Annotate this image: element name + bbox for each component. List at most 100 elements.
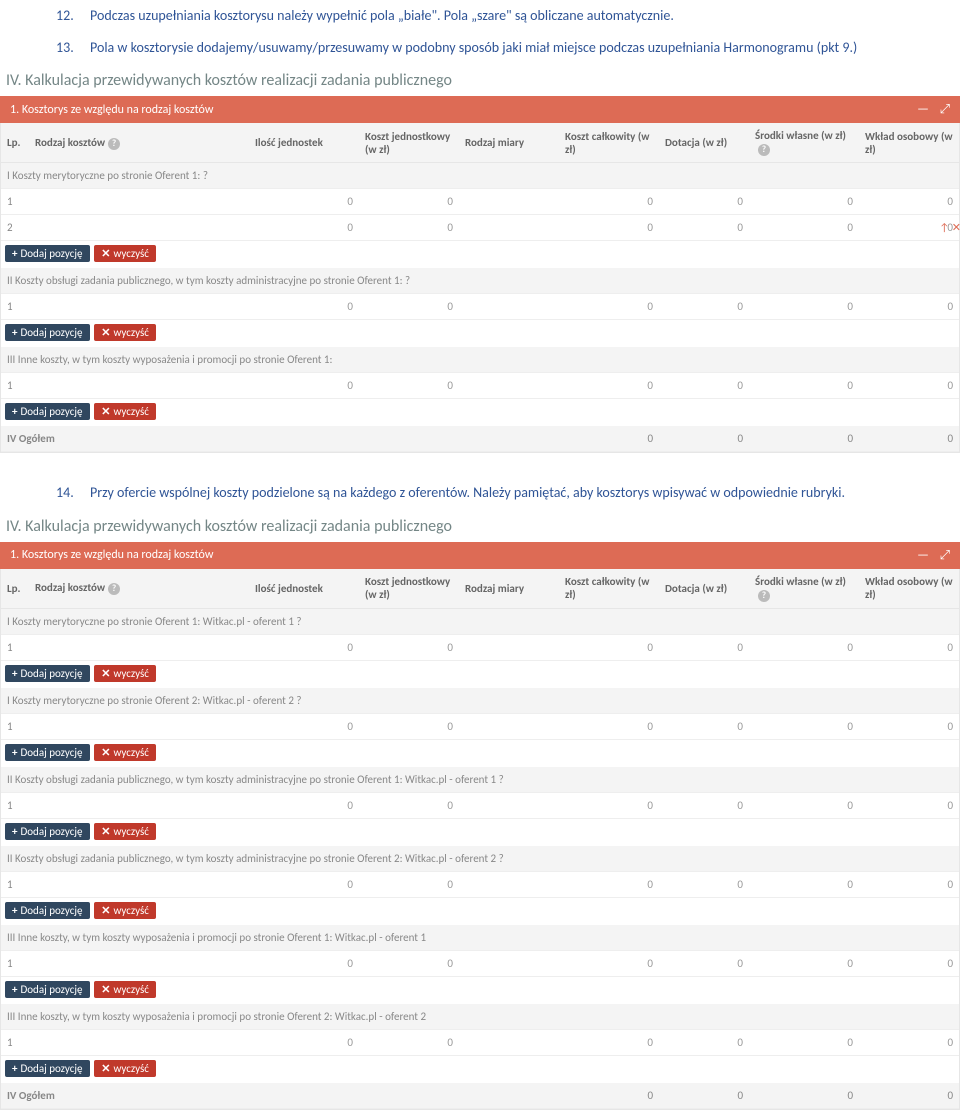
col-dotacja: Dotacja (w zł) (659, 569, 749, 609)
x-icon: ✕ (101, 326, 110, 339)
add-row-button[interactable]: +Dodaj pozycję (5, 981, 90, 998)
help-icon[interactable]: ? (296, 615, 301, 628)
table-row[interactable]: 1000000 (1, 189, 959, 215)
col-wlasne: Środki własne (w zł)? (749, 123, 859, 163)
help-icon[interactable]: ? (758, 144, 770, 156)
plus-icon: + (12, 746, 17, 759)
instr-body: Podczas uzupełniania kosztorysu należy w… (90, 6, 960, 26)
instr-body: Przy ofercie wspólnej koszty podzielone … (90, 483, 960, 503)
add-row-button[interactable]: +Dodaj pozycję (5, 324, 90, 341)
add-row-button[interactable]: +Dodaj pozycję (5, 744, 90, 761)
col-koszt-j: Koszt jednostkowy (w zł) (359, 123, 459, 163)
plus-icon: + (12, 983, 17, 996)
col-ilosc: Ilość jednostek (249, 123, 359, 163)
collapse-icon[interactable]: — (917, 102, 929, 117)
instruction-12: 12. Podczas uzupełniania kosztorysu nale… (0, 0, 960, 32)
expand-icon[interactable]: ⤢ (940, 102, 950, 117)
table-row[interactable]: 2000000↑ ✕ (1, 215, 959, 241)
instr-num: 13. (56, 38, 74, 58)
plus-icon: + (12, 904, 17, 917)
x-icon: ✕ (101, 825, 110, 838)
add-row-button[interactable]: +Dodaj pozycję (5, 403, 90, 420)
panel-header: 1. Kosztorys ze względu na rodzaj kosztó… (0, 542, 960, 569)
col-osobowy: Wkład osobowy (w zł) (859, 569, 959, 609)
table-row[interactable]: 1000000 (1, 1029, 959, 1055)
table-row[interactable]: 1000000 (1, 950, 959, 976)
col-wlasne: Środki własne (w zł)? (749, 569, 859, 609)
table-header: Lp. Rodzaj kosztów? Ilość jednostek Kosz… (1, 123, 959, 163)
section-title: IV. Kalkulacja przewidywanych kosztów re… (0, 63, 960, 96)
panel-title: 1. Kosztorys ze względu na rodzaj kosztó… (10, 548, 213, 562)
instr-num: 12. (56, 6, 74, 26)
table-row[interactable]: 1000000 (1, 373, 959, 399)
group-row: III Inne koszty, w tym koszty wyposażeni… (1, 347, 959, 373)
clear-button[interactable]: ✕wyczyść (94, 1060, 156, 1077)
add-row-button[interactable]: +Dodaj pozycję (5, 245, 90, 262)
instruction-13: 13. Pola w kosztorysie dodajemy/usuwamy/… (0, 32, 960, 64)
instr-body: Pola w kosztorysie dodajemy/usuwamy/prze… (90, 38, 960, 58)
kosztorys-table-1: Lp. Rodzaj kosztów? Ilość jednostek Kosz… (0, 123, 960, 453)
clear-button[interactable]: ✕wyczyść (94, 324, 156, 341)
col-calk: Koszt całkowity (w zł) (559, 123, 659, 163)
clear-button[interactable]: ✕wyczyść (94, 981, 156, 998)
col-lp: Lp. (1, 123, 29, 163)
table-row[interactable]: 1000000 (1, 294, 959, 320)
col-rodzaj: Rodzaj kosztów? (29, 123, 249, 163)
kosztorys-table-2: Lp. Rodzaj kosztów? Ilość jednostek Kosz… (0, 569, 960, 1110)
group-row: II Koszty obsługi zadania publicznego, w… (1, 268, 959, 294)
clear-button[interactable]: ✕wyczyść (94, 744, 156, 761)
help-icon[interactable]: ? (203, 169, 208, 182)
sum-row: IV Ogółem0000 (1, 1083, 959, 1109)
col-koszt-j: Koszt jednostkowy (w zł) (359, 569, 459, 609)
col-miara: Rodzaj miary (459, 569, 559, 609)
instr-num: 14. (56, 483, 74, 503)
col-ilosc: Ilość jednostek (249, 569, 359, 609)
add-row-button[interactable]: +Dodaj pozycję (5, 823, 90, 840)
row-actions-icon[interactable]: ↑ ✕ (939, 221, 960, 234)
x-icon: ✕ (101, 1062, 110, 1075)
plus-icon: + (12, 667, 17, 680)
expand-icon[interactable]: ⤢ (940, 548, 950, 563)
section-title: IV. Kalkulacja przewidywanych kosztów re… (0, 509, 960, 542)
help-icon[interactable]: ? (758, 590, 770, 602)
table-header: Lp. Rodzaj kosztów? Ilość jednostek Kosz… (1, 569, 959, 609)
col-dotacja: Dotacja (w zł) (659, 123, 749, 163)
plus-icon: + (12, 247, 17, 260)
clear-button[interactable]: ✕wyczyść (94, 823, 156, 840)
help-icon[interactable]: ? (405, 274, 410, 287)
help-icon[interactable]: ? (499, 852, 504, 865)
x-icon: ✕ (101, 247, 110, 260)
group-row: II Koszty obsługi zadania publicznego, w… (1, 846, 959, 872)
group-row: III Inne koszty, w tym koszty wyposażeni… (1, 1004, 959, 1030)
plus-icon: + (12, 1062, 17, 1075)
group-row: I Koszty merytoryczne po stronie Oferent… (1, 608, 959, 634)
panel-title: 1. Kosztorys ze względu na rodzaj kosztó… (10, 103, 213, 117)
x-icon: ✕ (101, 904, 110, 917)
instruction-14: 14. Przy ofercie wspólnej koszty podziel… (0, 477, 960, 509)
table-row[interactable]: 1000000 (1, 634, 959, 660)
clear-button[interactable]: ✕wyczyść (94, 403, 156, 420)
help-icon[interactable]: ? (108, 583, 120, 595)
x-icon: ✕ (101, 746, 110, 759)
group-row: I Koszty merytoryczne po stronie Oferent… (1, 163, 959, 189)
group-row: II Koszty obsługi zadania publicznego, w… (1, 767, 959, 793)
col-miara: Rodzaj miary (459, 123, 559, 163)
add-row-button[interactable]: +Dodaj pozycję (5, 665, 90, 682)
help-icon[interactable]: ? (296, 694, 301, 707)
clear-button[interactable]: ✕wyczyść (94, 245, 156, 262)
clear-button[interactable]: ✕wyczyść (94, 665, 156, 682)
table-row[interactable]: 1000000 (1, 792, 959, 818)
add-row-button[interactable]: +Dodaj pozycję (5, 902, 90, 919)
table-row[interactable]: 1000000 (1, 871, 959, 897)
x-icon: ✕ (101, 405, 110, 418)
panel-header: 1. Kosztorys ze względu na rodzaj kosztó… (0, 96, 960, 123)
clear-button[interactable]: ✕wyczyść (94, 902, 156, 919)
collapse-icon[interactable]: — (917, 548, 929, 563)
col-osobowy: Wkład osobowy (w zł) (859, 123, 959, 163)
col-lp: Lp. (1, 569, 29, 609)
add-row-button[interactable]: +Dodaj pozycję (5, 1060, 90, 1077)
help-icon[interactable]: ? (108, 138, 120, 150)
table-row[interactable]: 1000000 (1, 713, 959, 739)
help-icon[interactable]: ? (499, 773, 504, 786)
plus-icon: + (12, 405, 17, 418)
